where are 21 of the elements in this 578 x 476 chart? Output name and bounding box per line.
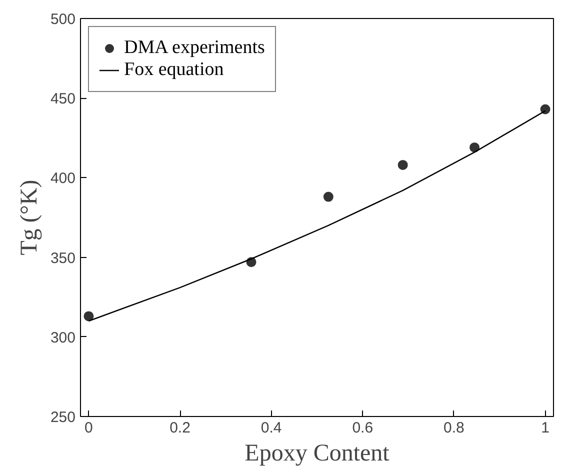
y-axis-title: Tg (°K) — [16, 180, 42, 256]
x-axis-title: Epoxy Content — [244, 440, 390, 466]
y-tick-label: 500 — [50, 11, 76, 28]
legend-label: Fox equation — [124, 59, 224, 81]
point — [540, 104, 550, 114]
point — [398, 160, 408, 170]
x-tick-label: 0.4 — [260, 420, 282, 436]
x-tick-label: 0 — [84, 420, 93, 436]
legend-label: DMA experiments — [124, 37, 265, 59]
x-tick-label: 0.8 — [444, 420, 464, 436]
x-tick-label: 0.2 — [170, 420, 190, 436]
point — [84, 311, 94, 322]
y-tick-label: 450 — [50, 90, 76, 108]
y-tick-label: 250 — [50, 409, 76, 426]
point — [323, 192, 334, 202]
x-tick-label: 1 — [541, 420, 550, 436]
point — [470, 142, 480, 152]
y-tick-label: 400 — [50, 170, 76, 188]
y-tick-label: 350 — [50, 250, 76, 267]
y-tick-label: 300 — [50, 329, 76, 346]
x-tick-label: 0.6 — [352, 420, 374, 436]
